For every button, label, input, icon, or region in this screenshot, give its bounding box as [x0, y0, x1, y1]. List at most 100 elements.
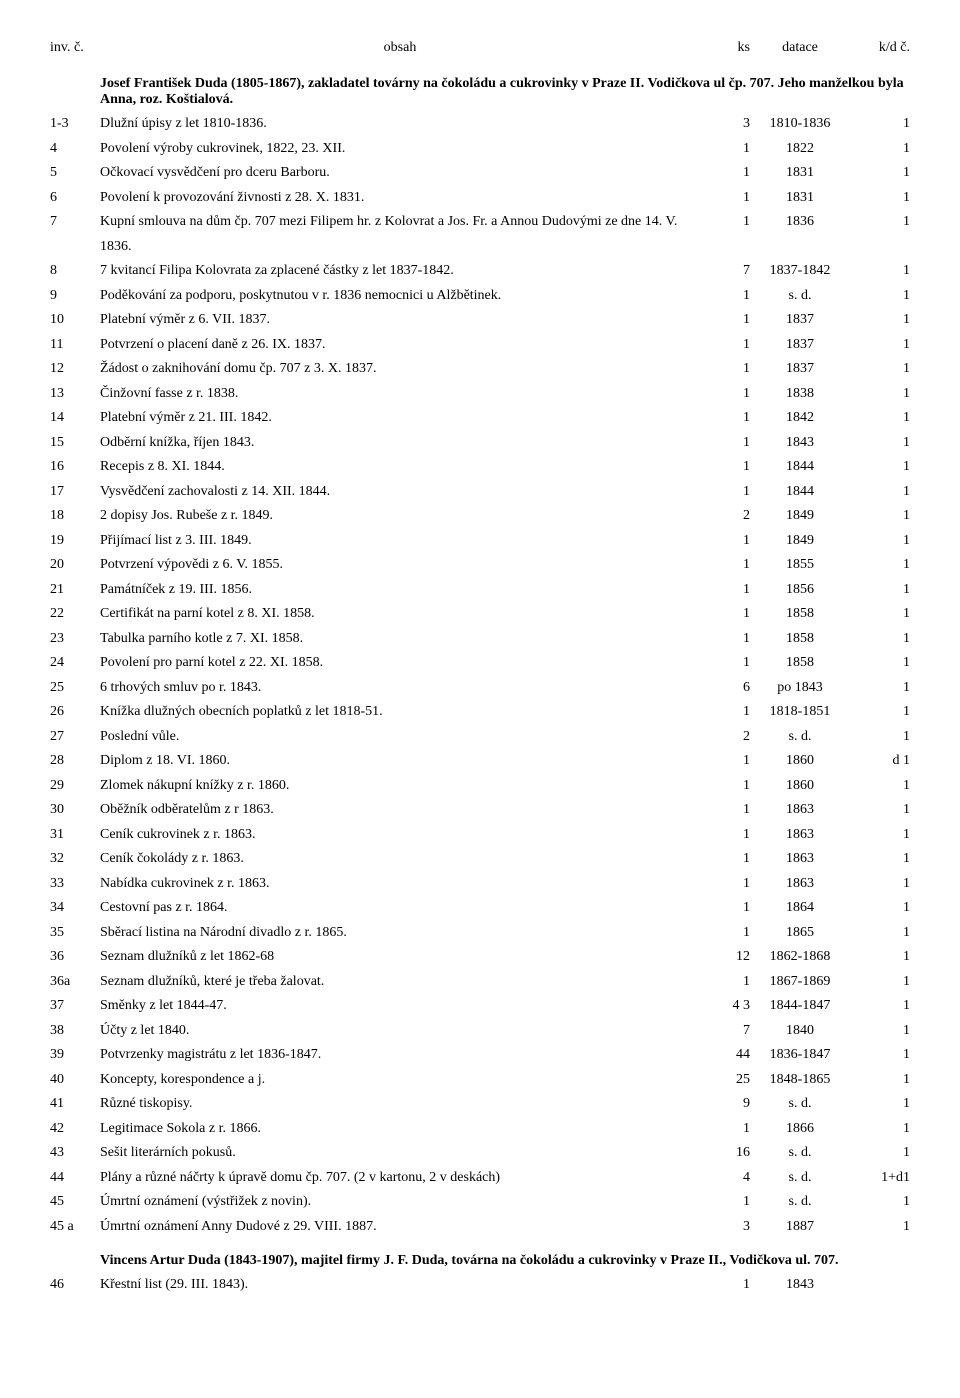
cell-datace: 1844 [750, 480, 850, 505]
cell-ks: 1 [700, 921, 750, 946]
cell-text: Odběrní knížka, říjen 1843. [100, 431, 700, 456]
table-row: 32Ceník čokolády z r. 1863.118631 [50, 847, 910, 872]
header-datace: datace [750, 40, 850, 56]
cell-kd: 1 [850, 676, 910, 701]
cell-kd: 1 [850, 137, 910, 162]
table-row: 43Sešit literárních pokusů.16s. d.1 [50, 1141, 910, 1166]
cell-datace: 1848-1865 [750, 1068, 850, 1093]
table-row: 5Očkovací vysvědčení pro dceru Barboru.1… [50, 161, 910, 186]
cell-inv: 8 [50, 259, 100, 284]
section-1-title: Josef František Duda (1805-1867), zaklad… [100, 76, 910, 108]
cell-ks: 3 [700, 112, 750, 137]
table-row: 11Potvrzení o placení daně z 26. IX. 183… [50, 333, 910, 358]
cell-datace: 1855 [750, 553, 850, 578]
cell-inv: 26 [50, 700, 100, 725]
cell-datace: s. d. [750, 1141, 850, 1166]
table-header: inv. č. obsah ks datace k/d č. [50, 40, 910, 56]
cell-inv: 21 [50, 578, 100, 603]
table-row: 28Diplom z 18. VI. 1860.11860d 1 [50, 749, 910, 774]
cell-datace: 1862-1868 [750, 945, 850, 970]
cell-kd: 1 [850, 308, 910, 333]
cell-inv: 30 [50, 798, 100, 823]
cell-kd: 1 [850, 161, 910, 186]
cell-ks: 1 [700, 210, 750, 235]
cell-ks: 1 [700, 774, 750, 799]
cell-text: Různé tiskopisy. [100, 1092, 700, 1117]
cell-text: Poslední vůle. [100, 725, 700, 750]
cell-inv: 40 [50, 1068, 100, 1093]
table-row: 33Nabídka cukrovinek z r. 1863.118631 [50, 872, 910, 897]
cell-ks: 1 [700, 431, 750, 456]
cell-datace: 1843 [750, 1273, 850, 1298]
cell-ks: 1 [700, 847, 750, 872]
cell-kd: 1 [850, 259, 910, 284]
cell-datace: 1840 [750, 1019, 850, 1044]
cell-datace: 1837 [750, 333, 850, 358]
cell-kd: 1 [850, 112, 910, 137]
cell-kd: 1 [850, 700, 910, 725]
table-row: 256 trhových smluv po r. 1843.6po 18431 [50, 676, 910, 701]
cell-datace: 1864 [750, 896, 850, 921]
cell-datace: 1810-1836 [750, 112, 850, 137]
cell-ks: 1 [700, 161, 750, 186]
cell-ks: 1 [700, 406, 750, 431]
cell-datace: 1887 [750, 1215, 850, 1240]
table-row: 20Potvrzení výpovědi z 6. V. 1855.118551 [50, 553, 910, 578]
cell-inv: 19 [50, 529, 100, 554]
cell-datace: 1836-1847 [750, 1043, 850, 1068]
cell-text: Potvrzenky magistrátu z let 1836-1847. [100, 1043, 700, 1068]
cell-inv: 12 [50, 357, 100, 382]
cell-kd: 1 [850, 1092, 910, 1117]
cell-inv: 5 [50, 161, 100, 186]
cell-ks: 1 [700, 602, 750, 627]
table-row: 4Povolení výroby cukrovinek, 1822, 23. X… [50, 137, 910, 162]
cell-text: Účty z let 1840. [100, 1019, 700, 1044]
cell-ks: 1 [700, 627, 750, 652]
cell-kd: 1 [850, 1215, 910, 1240]
cell-datace: 1858 [750, 602, 850, 627]
table-row: 29Zlomek nákupní knížky z r. 1860.118601 [50, 774, 910, 799]
cell-text: Cestovní pas z r. 1864. [100, 896, 700, 921]
cell-text: Povolení výroby cukrovinek, 1822, 23. XI… [100, 137, 700, 162]
cell-datace: 1831 [750, 186, 850, 211]
cell-datace: s. d. [750, 1166, 850, 1191]
cell-inv: 46 [50, 1273, 100, 1298]
cell-kd: 1 [850, 1117, 910, 1142]
cell-datace: 1837 [750, 308, 850, 333]
table-row: 36aSeznam dlužníků, které je třeba žalov… [50, 970, 910, 995]
cell-text: Tabulka parního kotle z 7. XI. 1858. [100, 627, 700, 652]
table-row: 26Knížka dlužných obecních poplatků z le… [50, 700, 910, 725]
cell-datace: 1837-1842 [750, 259, 850, 284]
cell-kd: 1 [850, 774, 910, 799]
cell-inv: 45 [50, 1190, 100, 1215]
cell-text: Potvrzení výpovědi z 6. V. 1855. [100, 553, 700, 578]
table-row: 46Křestní list (29. III. 1843).11843 [50, 1273, 910, 1298]
cell-ks: 4 3 [700, 994, 750, 1019]
table-row: 39Potvrzenky magistrátu z let 1836-1847.… [50, 1043, 910, 1068]
cell-kd: 1 [850, 651, 910, 676]
cell-inv: 20 [50, 553, 100, 578]
cell-ks: 1 [700, 382, 750, 407]
table-row: 36Seznam dlužníků z let 1862-68121862-18… [50, 945, 910, 970]
cell-datace: 1858 [750, 627, 850, 652]
cell-datace: 1837 [750, 357, 850, 382]
cell-datace: 1849 [750, 504, 850, 529]
table-row: 10Platební výměr z 6. VII. 1837.118371 [50, 308, 910, 333]
cell-inv: 37 [50, 994, 100, 1019]
table-row: 34Cestovní pas z r. 1864.118641 [50, 896, 910, 921]
cell-text: Platební výměr z 21. III. 1842. [100, 406, 700, 431]
cell-datace: 1822 [750, 137, 850, 162]
table-row: 7Kupní smlouva na dům čp. 707 mezi Filip… [50, 210, 910, 259]
cell-ks: 7 [700, 1019, 750, 1044]
cell-inv: 4 [50, 137, 100, 162]
cell-datace: 1843 [750, 431, 850, 456]
cell-kd: 1 [850, 872, 910, 897]
table-row: 9Poděkování za podporu, poskytnutou v r.… [50, 284, 910, 309]
cell-datace: 1863 [750, 823, 850, 848]
cell-inv: 36a [50, 970, 100, 995]
header-obsah: obsah [100, 40, 700, 56]
cell-ks: 9 [700, 1092, 750, 1117]
cell-text: Knížka dlužných obecních poplatků z let … [100, 700, 700, 725]
table-row: 16Recepis z 8. XI. 1844.118441 [50, 455, 910, 480]
cell-kd: 1 [850, 333, 910, 358]
